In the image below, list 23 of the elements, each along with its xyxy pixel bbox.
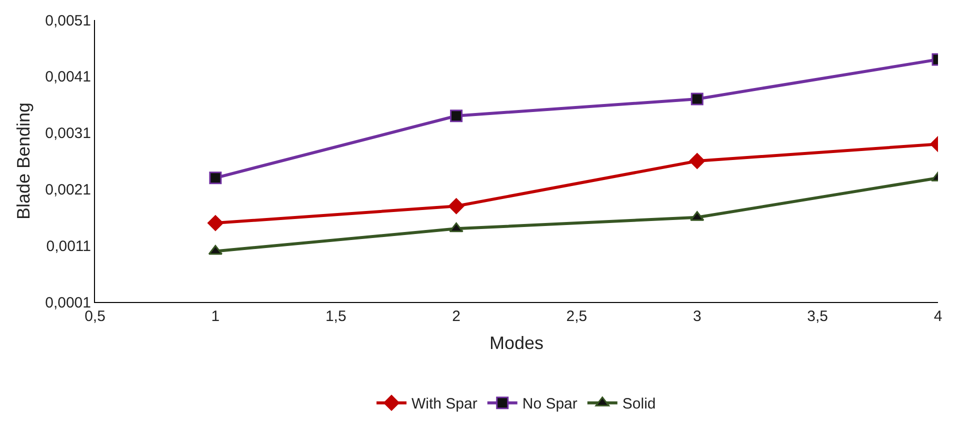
x-tick-label: 2 [452, 308, 460, 325]
x-tick-label: 2,5 [566, 308, 588, 325]
point [450, 110, 463, 122]
point [208, 215, 224, 231]
legend-label: With Spar [412, 396, 478, 413]
y-tick-label: 0,0031 [45, 125, 91, 142]
legend-label: Solid [622, 396, 656, 413]
x-tick-label: 1,5 [325, 308, 346, 325]
y-tick-label: 0,0041 [45, 68, 91, 86]
legend-label: No Spar [522, 396, 578, 413]
x-tick-label: 3 [692, 308, 702, 325]
x-tick-label: 4 [934, 308, 942, 325]
y-tick-label: 0,0021 [45, 181, 91, 198]
point [448, 198, 464, 214]
y-axis-title: Blade Bending [13, 102, 34, 220]
y-tick-label: 0,0011 [46, 238, 91, 255]
x-tick-label: 3,5 [807, 308, 828, 325]
point [208, 244, 223, 255]
x-axis-title: Modes [489, 333, 544, 354]
point [209, 172, 222, 184]
y-tick-label: 0,0051 [45, 12, 91, 30]
x-tick-label: 1 [211, 308, 220, 325]
point [449, 222, 464, 232]
